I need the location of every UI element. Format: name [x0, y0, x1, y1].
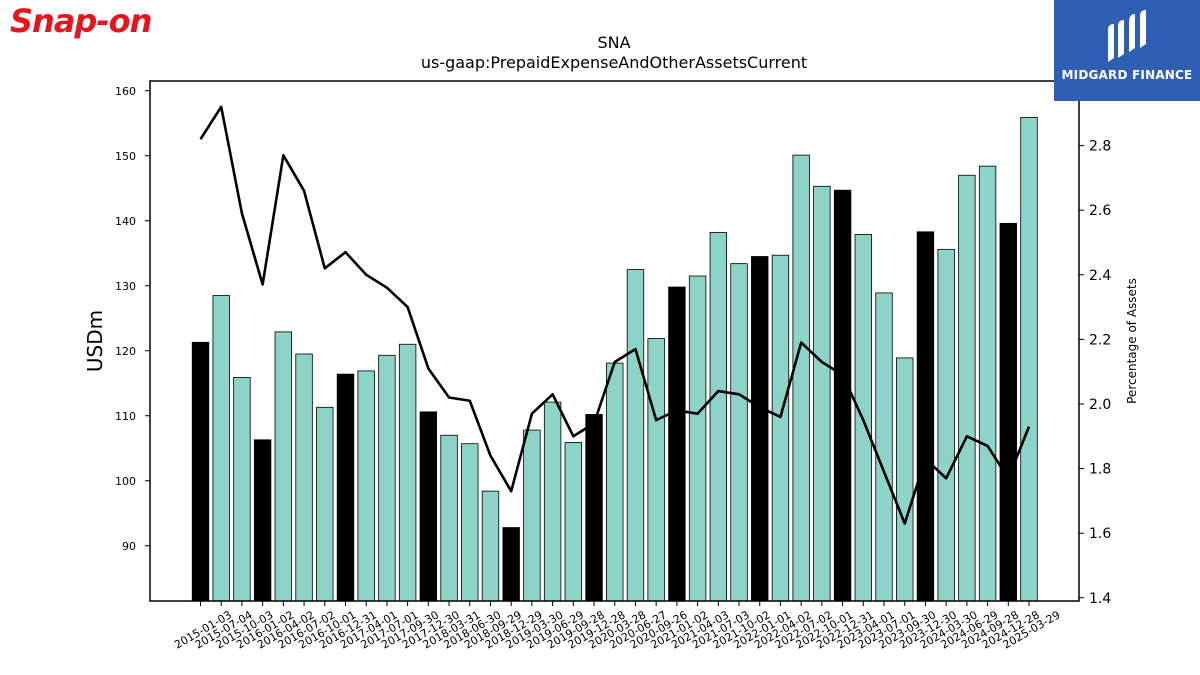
- bar-2017-12-30: [419, 411, 438, 602]
- bar-2025-03-29: [1020, 117, 1038, 602]
- y2-tick-label: 1.4: [1089, 591, 1111, 607]
- bar-2020-09-26: [647, 337, 665, 602]
- y2-tick-label: 2.8: [1089, 139, 1111, 155]
- y-tick-label: 130: [115, 280, 136, 293]
- y-tick-label: 140: [115, 215, 136, 228]
- bar-2016-04-02: [274, 331, 293, 602]
- bar-2022-01-01: [751, 256, 769, 602]
- bar-2024-12-28: [999, 222, 1017, 602]
- y2-tick-label: 2.4: [1089, 268, 1111, 284]
- bar-2024-03-30: [937, 248, 955, 602]
- bar-2021-10-02: [730, 263, 748, 602]
- bar-2017-07-01: [378, 354, 396, 602]
- line-series: [199, 105, 1031, 525]
- snap-on-logo-text: Snap-on: [10, 2, 151, 40]
- midgard-logo-text: MIDGARD FINANCE: [1061, 68, 1193, 82]
- bar-2024-06-29: [958, 174, 976, 602]
- bar-2023-07-01: [875, 292, 893, 602]
- y2-tick-label: 2.6: [1089, 203, 1111, 219]
- chart-subtitle: us-gaap:PrepaidExpenseAndOtherAssetsCurr…: [421, 53, 807, 72]
- y-axis-left: 90 100 110 120 130 140 150 160: [115, 85, 150, 553]
- y-tick-label: 110: [115, 410, 136, 423]
- bar-2017-09-30: [398, 343, 417, 602]
- bar-2022-12-31: [833, 189, 852, 602]
- bar-2018-12-29: [502, 527, 520, 602]
- bar-2022-07-02: [792, 154, 810, 602]
- bar-2015-10-03: [233, 376, 251, 602]
- bar-2019-06-29: [543, 401, 562, 602]
- midgard-finance-logo: MIDGARD FINANCE: [1054, 0, 1200, 101]
- bar-2016-10-01: [316, 406, 334, 602]
- y-tick-label: 100: [115, 475, 136, 488]
- y-tick-label: 160: [115, 85, 136, 98]
- y-axis-right: 1.4 1.6 1.8 2.0 2.2 2.4 2.6 2.8: [1079, 139, 1111, 607]
- bar-2019-03-30: [523, 429, 541, 602]
- y-tick-label: 120: [115, 345, 136, 358]
- bar-2018-06-30: [461, 443, 479, 602]
- x-axis: 2015-01-032015-07-042015-10-032016-01-02…: [172, 601, 1063, 652]
- chart-title: SNA: [597, 33, 630, 52]
- bar-2022-10-01: [813, 185, 831, 602]
- bar-2016-12-31: [336, 373, 355, 602]
- y2-tick-label: 2.2: [1089, 332, 1111, 348]
- bar-2015-07-04: [212, 295, 230, 602]
- snap-on-logo: Snap-on: [8, 2, 186, 46]
- bar-2021-07-03: [709, 232, 728, 602]
- y2-axis-label: Percentage of Assets: [1125, 278, 1139, 404]
- y2-tick-label: 2.0: [1089, 397, 1111, 413]
- bar-2016-01-02: [253, 439, 272, 602]
- bar-2018-09-29: [481, 490, 500, 602]
- bar-2023-12-30: [916, 231, 935, 602]
- bar-2015-01-03: [191, 341, 210, 602]
- midgard-logo-icon: [1108, 10, 1146, 62]
- y-axis-label: USDm: [83, 310, 107, 372]
- bar-2017-04-01: [357, 370, 375, 602]
- bar-2024-09-28: [978, 165, 997, 602]
- y-tick-label: 90: [122, 540, 136, 553]
- bar-2023-09-30: [896, 357, 914, 602]
- bar-2021-01-02: [668, 286, 686, 602]
- bar-2021-04-03: [688, 275, 707, 602]
- bar-2020-06-27: [626, 269, 645, 602]
- bar-series: [191, 117, 1038, 602]
- bar-2016-07-02: [295, 353, 313, 602]
- y2-tick-label: 1.8: [1089, 462, 1111, 478]
- bar-2020-03-28: [606, 362, 624, 602]
- bar-2022-04-02: [771, 254, 790, 602]
- y-tick-label: 150: [115, 150, 136, 163]
- bar-2019-09-28: [564, 441, 583, 602]
- bar-2019-12-28: [585, 414, 603, 602]
- bar-2018-03-31: [440, 434, 458, 602]
- y2-tick-label: 1.6: [1089, 526, 1111, 542]
- percentage-line: [199, 105, 1031, 525]
